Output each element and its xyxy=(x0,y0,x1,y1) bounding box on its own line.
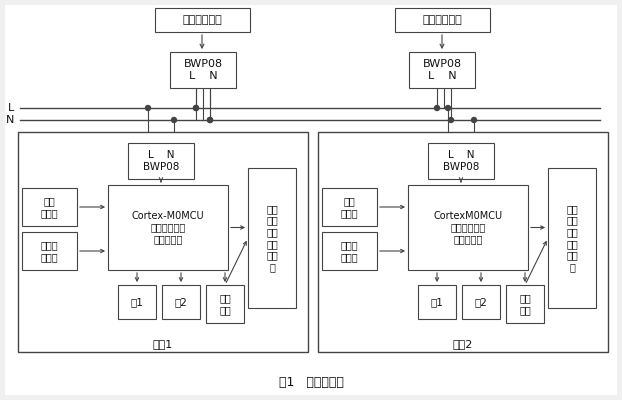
Bar xyxy=(22,188,77,226)
Text: 灯2: 灯2 xyxy=(475,297,488,307)
Circle shape xyxy=(208,118,213,122)
Text: 红外
学习: 红外 学习 xyxy=(519,293,531,315)
Circle shape xyxy=(445,106,450,110)
Bar xyxy=(248,168,296,308)
Text: BWP08
L    N: BWP08 L N xyxy=(422,59,462,81)
Circle shape xyxy=(193,106,198,110)
Text: 温湿度
传感器: 温湿度 传感器 xyxy=(40,240,58,262)
Text: CortexM0MCU
控制灯具、窗
帘、空调等: CortexM0MCU 控制灯具、窗 帘、空调等 xyxy=(434,211,503,244)
Text: L    N
BWP08: L N BWP08 xyxy=(443,150,479,172)
Bar xyxy=(108,185,228,270)
Text: 红外
控制
空调
电视
窗帘
等: 红外 控制 空调 电视 窗帘 等 xyxy=(266,204,278,272)
Text: 红外
控制
空调
电视
窗帘
等: 红外 控制 空调 电视 窗帘 等 xyxy=(566,204,578,272)
Text: Cortex-M0MCU
控制灯具、窗
帘、空调等: Cortex-M0MCU 控制灯具、窗 帘、空调等 xyxy=(132,211,204,244)
Bar xyxy=(118,285,156,319)
Bar xyxy=(318,132,608,352)
Text: L: L xyxy=(7,103,14,113)
Bar xyxy=(322,188,377,226)
Bar xyxy=(128,143,194,179)
Circle shape xyxy=(471,118,476,122)
Circle shape xyxy=(146,106,151,110)
Text: 灯1: 灯1 xyxy=(131,297,144,307)
Bar xyxy=(409,52,475,88)
Bar xyxy=(548,168,596,308)
Bar xyxy=(322,232,377,270)
Circle shape xyxy=(448,118,453,122)
Text: N: N xyxy=(6,115,14,125)
Text: 房间1: 房间1 xyxy=(153,339,173,349)
Text: 智能家居终端: 智能家居终端 xyxy=(183,15,223,25)
Bar xyxy=(170,52,236,88)
Text: 其他可控设备: 其他可控设备 xyxy=(422,15,462,25)
Bar xyxy=(18,132,308,352)
Text: 图1   系统结构图: 图1 系统结构图 xyxy=(279,376,343,388)
Text: BWP08
L    N: BWP08 L N xyxy=(183,59,223,81)
Circle shape xyxy=(208,118,213,122)
Bar xyxy=(162,285,200,319)
Bar xyxy=(408,185,528,270)
Circle shape xyxy=(193,106,198,110)
Text: 红外
学习: 红外 学习 xyxy=(219,293,231,315)
Text: L    N
BWP08: L N BWP08 xyxy=(143,150,179,172)
Bar xyxy=(462,285,500,319)
Circle shape xyxy=(435,106,440,110)
Bar xyxy=(506,285,544,323)
Bar xyxy=(22,232,77,270)
Text: 灯2: 灯2 xyxy=(175,297,187,307)
Bar xyxy=(206,285,244,323)
Text: 亮度
传感器: 亮度 传感器 xyxy=(40,196,58,218)
Bar xyxy=(395,8,490,32)
Bar xyxy=(428,143,494,179)
Bar xyxy=(155,8,250,32)
Text: 亮度
传感器: 亮度 传感器 xyxy=(341,196,358,218)
Bar xyxy=(418,285,456,319)
Text: 温湿度
传感器: 温湿度 传感器 xyxy=(341,240,358,262)
Text: 灯1: 灯1 xyxy=(430,297,443,307)
Circle shape xyxy=(172,118,177,122)
Text: 房间2: 房间2 xyxy=(453,339,473,349)
